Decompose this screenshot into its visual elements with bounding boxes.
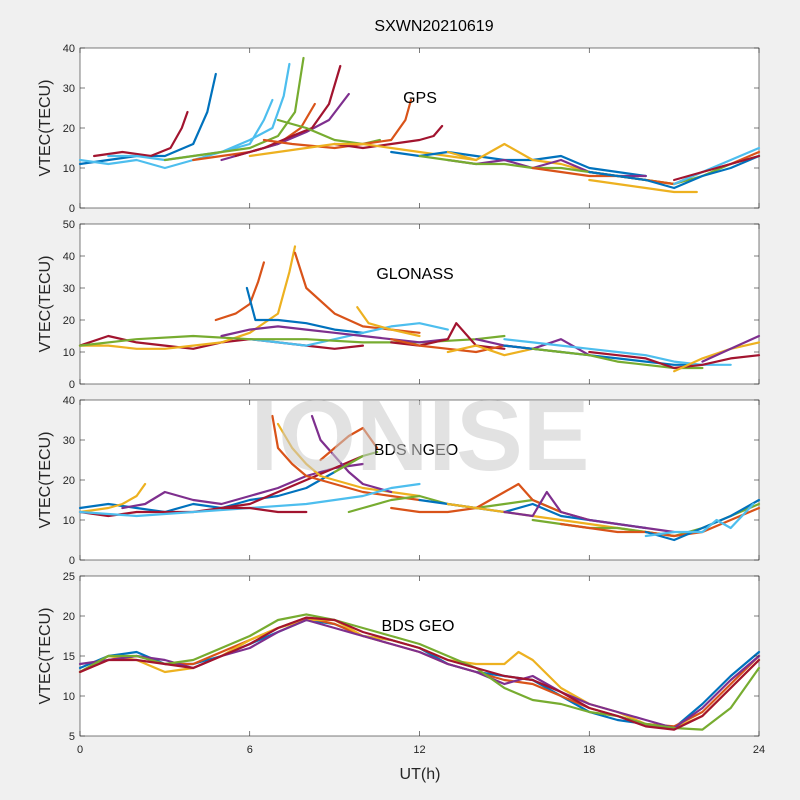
y-tick-label: 0 [69, 203, 75, 215]
x-axis-label: UT(h) [400, 766, 441, 783]
y-axis-label: VTEC(TECU) [37, 608, 54, 705]
series-line [319, 426, 379, 462]
panel-frame [79, 575, 760, 737]
y-tick-label: 20 [63, 315, 75, 327]
series-line [248, 322, 449, 347]
series-line [390, 482, 591, 522]
x-tick-label: 12 [413, 744, 425, 756]
x-tick-label: 18 [583, 744, 595, 756]
series-line [78, 72, 217, 166]
series-line [673, 341, 761, 373]
series-line [310, 414, 393, 494]
y-tick-label: 10 [63, 347, 75, 359]
panel-annotation: GPS [403, 90, 437, 107]
series-line [644, 502, 755, 538]
series-line [673, 154, 761, 182]
series-line [333, 450, 379, 474]
y-axis-label: VTEC(TECU) [37, 256, 54, 353]
watermark-text: IONISE [251, 380, 590, 492]
series-line [390, 150, 647, 178]
y-tick-label: 10 [63, 163, 75, 175]
series-line [333, 124, 444, 150]
y-tick-label: 30 [63, 283, 75, 295]
series-line [673, 146, 761, 186]
series-line [271, 414, 421, 502]
y-tick-label: 50 [63, 219, 75, 231]
series-line [121, 462, 364, 510]
y-tick-label: 25 [63, 571, 75, 583]
x-tick-label: 24 [753, 744, 765, 756]
y-tick-label: 0 [69, 555, 75, 567]
series-line [220, 506, 308, 514]
y-tick-label: 20 [63, 611, 75, 623]
series-line [78, 613, 761, 731]
series-line [78, 470, 336, 514]
series-line [588, 154, 761, 190]
series-line [503, 490, 676, 534]
panel-frame [79, 399, 760, 561]
y-tick-label: 30 [63, 435, 75, 447]
series-line [644, 498, 761, 542]
y-tick-label: 40 [63, 251, 75, 263]
y-tick-label: 20 [63, 123, 75, 135]
panel-annotation: BDS GEO [382, 618, 455, 635]
series-line [245, 286, 364, 334]
y-tick-label: 40 [63, 43, 75, 55]
y-tick-label: 20 [63, 475, 75, 487]
y-tick-label: 10 [63, 691, 75, 703]
series-line [234, 64, 342, 158]
series-line [214, 261, 265, 322]
y-axis-label: VTEC(TECU) [37, 80, 54, 177]
series-line [93, 110, 189, 158]
y-tick-label: 40 [63, 395, 75, 407]
y-tick-label: 10 [63, 515, 75, 527]
series-line [356, 306, 421, 338]
series-line [588, 178, 698, 194]
panel-annotation: GLONASS [376, 266, 453, 283]
series-line [248, 142, 478, 162]
x-tick-label: 0 [77, 744, 83, 756]
panel-annotation: BDS NGEO [374, 442, 458, 459]
series-line [220, 325, 449, 344]
series-line [78, 245, 297, 350]
panel-frame [79, 223, 760, 385]
series-line [78, 482, 147, 514]
series-line [701, 334, 761, 363]
y-tick-label: 0 [69, 379, 75, 391]
series-line [78, 334, 506, 347]
y-axis-label: VTEC(TECU) [37, 432, 54, 529]
series-line [163, 56, 305, 162]
series-line [588, 350, 761, 370]
series-line [78, 616, 761, 731]
panel-frame [79, 47, 760, 209]
chart-title: SXWN20210619 [374, 18, 493, 35]
y-tick-label: 15 [63, 651, 75, 663]
x-tick-label: 6 [247, 744, 253, 756]
y-tick-label: 5 [69, 731, 75, 743]
series-line [78, 482, 421, 518]
y-tick-label: 30 [63, 83, 75, 95]
